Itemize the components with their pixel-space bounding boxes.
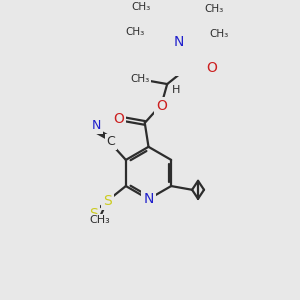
Text: N: N — [91, 119, 101, 132]
Text: C: C — [106, 136, 115, 148]
Text: CH₃: CH₃ — [131, 74, 150, 84]
Text: N: N — [143, 192, 154, 206]
Text: S: S — [89, 207, 98, 221]
Text: O: O — [207, 61, 218, 75]
Text: CH₃: CH₃ — [131, 2, 151, 12]
Text: H: H — [172, 85, 180, 95]
Text: CH₃: CH₃ — [89, 215, 110, 225]
Text: O: O — [157, 99, 167, 113]
Text: CH₃: CH₃ — [210, 29, 229, 39]
Text: S: S — [103, 194, 112, 208]
Text: O: O — [113, 112, 124, 126]
Text: CH₃: CH₃ — [125, 27, 145, 37]
Text: N: N — [173, 35, 184, 49]
Text: CH₃: CH₃ — [204, 4, 223, 14]
